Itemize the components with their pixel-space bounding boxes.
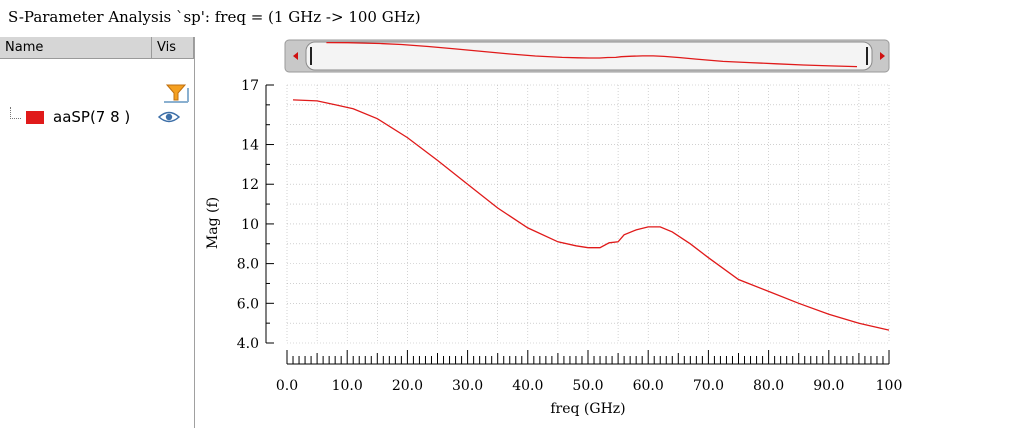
x-tick-labels: 0.0 10.0 20.0 30.0 40.0 50.0 60.0 70.0 80.0 90.0 1…: [276, 378, 903, 394]
y-axis-ticks: [266, 84, 274, 344]
overview-window[interactable]: [305, 41, 873, 71]
x-axis-label: freq (GHz): [550, 401, 625, 417]
x-tick-label: 50.0: [572, 378, 603, 394]
scroll-left-icon[interactable]: [293, 52, 298, 60]
y-tick-label: 6.0: [237, 296, 259, 312]
overview-strip[interactable]: [284, 39, 890, 73]
overview-series-line: [326, 41, 858, 68]
y-tick-label: 17: [241, 78, 259, 94]
series-line-aaSP[interactable]: [292, 99, 890, 331]
y-tick-label: 8.0: [237, 257, 259, 273]
y-tick-label: 12: [241, 177, 259, 193]
overview-right-handle[interactable]: [866, 47, 868, 65]
x-axis-ticks: [286, 350, 890, 364]
x-tick-label: 0.0: [276, 378, 298, 394]
column-header-vis[interactable]: Vis: [152, 37, 194, 59]
series-color-swatch: [26, 111, 44, 124]
y-tick-label: 14: [241, 138, 259, 154]
x-tick-label: 20.0: [392, 378, 423, 394]
y-tick-label: 4.0: [237, 336, 259, 352]
x-tick-label: 70.0: [693, 378, 724, 394]
x-tick-label: 80.0: [753, 378, 784, 394]
scroll-right-icon[interactable]: [880, 52, 885, 60]
window-title: S-Parameter Analysis `sp': freq = (1 GHz…: [8, 8, 421, 26]
filter-funnel-icon[interactable]: [160, 82, 190, 104]
x-tick-label: 90.0: [813, 378, 844, 394]
x-tick-label: 100: [876, 378, 903, 394]
y-axis-label: Mag (f): [205, 197, 221, 249]
tree-connector: [10, 107, 21, 119]
legend-panel: Name Vis aaSP(7 8 ): [0, 37, 195, 428]
y-tick-labels: 4.0 6.0 8.0 10 12 14 17: [237, 78, 259, 352]
x-tick-label: 40.0: [512, 378, 543, 394]
chart-area: 0.0 10.0 20.0 30.0 40.0 50.0 60.0 70.0 80.0 90.0 1…: [205, 39, 903, 417]
x-tick-label: 10.0: [332, 378, 363, 394]
legend-item[interactable]: aaSP(7 8 ): [0, 107, 194, 129]
legend-item-label: aaSP(7 8 ): [53, 108, 131, 126]
y-tick-label: 10: [241, 217, 259, 233]
plot-grid: [286, 84, 890, 344]
x-tick-label: 60.0: [633, 378, 664, 394]
overview-left-handle[interactable]: [310, 47, 312, 65]
column-header-name[interactable]: Name: [0, 37, 152, 59]
eye-icon[interactable]: [158, 110, 180, 124]
x-tick-label: 30.0: [452, 378, 483, 394]
